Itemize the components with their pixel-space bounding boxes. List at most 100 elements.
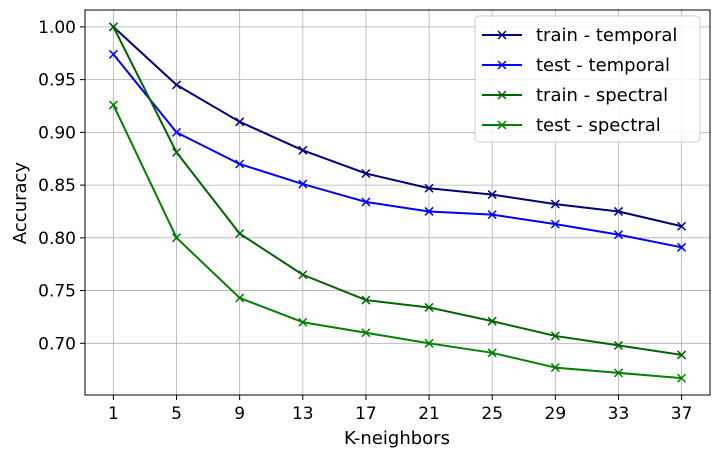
data-point bbox=[172, 80, 182, 90]
marker-stroke bbox=[361, 295, 371, 305]
x-tick-label: 37 bbox=[671, 404, 693, 424]
marker-stroke bbox=[613, 340, 623, 350]
marker-stroke bbox=[298, 145, 308, 155]
legend-marker bbox=[497, 60, 507, 70]
marker-stroke bbox=[235, 159, 245, 169]
marker-stroke bbox=[172, 80, 182, 90]
y-tick-label: 0.95 bbox=[38, 71, 76, 91]
x-axis-title: K-neighbors bbox=[344, 428, 450, 449]
data-point bbox=[424, 183, 434, 193]
y-tick-label: 0.85 bbox=[38, 176, 76, 196]
marker-stroke bbox=[298, 317, 308, 327]
data-point bbox=[108, 100, 118, 110]
tick-layer: 1 5 9 13 17 21 25 29 33 37 0.70 0.75 0.80 0.85 0.90 0.9… bbox=[38, 18, 692, 424]
marker-stroke bbox=[487, 210, 497, 220]
marker-stroke bbox=[677, 242, 687, 252]
series-layer bbox=[108, 22, 687, 383]
y-tick-label: 0.75 bbox=[38, 282, 76, 302]
marker-stroke bbox=[172, 147, 182, 157]
data-point bbox=[361, 295, 371, 305]
data-point bbox=[550, 219, 560, 229]
marker-stroke bbox=[172, 233, 182, 243]
data-point bbox=[677, 350, 687, 360]
marker-stroke bbox=[487, 316, 497, 326]
marker-stroke bbox=[677, 221, 687, 231]
data-point bbox=[550, 331, 560, 341]
data-point bbox=[172, 233, 182, 243]
legend-label: test - spectral bbox=[536, 115, 661, 136]
x-tick-label: 33 bbox=[608, 404, 630, 424]
data-point bbox=[677, 373, 687, 383]
legend-entry: train - temporal bbox=[482, 25, 677, 46]
marker-stroke bbox=[361, 328, 371, 338]
marker-stroke bbox=[677, 350, 687, 360]
marker-stroke bbox=[235, 293, 245, 303]
data-point bbox=[487, 190, 497, 200]
plot-frame bbox=[84, 9, 711, 396]
marker-stroke bbox=[497, 90, 507, 100]
legend-marker bbox=[497, 30, 507, 40]
x-tick-label: 29 bbox=[545, 404, 567, 424]
data-point bbox=[235, 229, 245, 239]
marker-stroke bbox=[613, 230, 623, 240]
data-point bbox=[235, 159, 245, 169]
series-3 bbox=[108, 22, 687, 360]
marker-stroke bbox=[298, 179, 308, 189]
marker-stroke bbox=[235, 117, 245, 127]
marker-stroke bbox=[424, 206, 434, 216]
legend-label: test - temporal bbox=[536, 55, 670, 76]
series-4 bbox=[108, 100, 687, 383]
legend-box bbox=[474, 15, 701, 143]
data-point bbox=[613, 340, 623, 350]
data-point bbox=[235, 293, 245, 303]
marker-stroke bbox=[677, 373, 687, 383]
data-point bbox=[235, 117, 245, 127]
data-point bbox=[298, 145, 308, 155]
data-point bbox=[677, 242, 687, 252]
data-point bbox=[108, 49, 118, 59]
marker-stroke bbox=[550, 219, 560, 229]
grid-layer bbox=[85, 10, 710, 395]
data-point bbox=[361, 168, 371, 179]
marker-stroke bbox=[497, 30, 507, 40]
marker-stroke bbox=[613, 368, 623, 378]
data-point bbox=[424, 206, 434, 216]
marker-stroke bbox=[172, 127, 182, 137]
series-2 bbox=[108, 49, 687, 252]
legend-label: train - spectral bbox=[536, 85, 668, 106]
x-tick-label: 1 bbox=[108, 404, 119, 424]
series-line bbox=[112, 104, 682, 380]
y-axis-title: Accuracy bbox=[10, 162, 31, 245]
marker-stroke bbox=[108, 22, 118, 32]
x-tick-label: 17 bbox=[355, 404, 377, 424]
marker-stroke bbox=[361, 168, 371, 179]
marker-stroke bbox=[487, 348, 497, 358]
marker-stroke bbox=[497, 120, 507, 130]
legend-marker bbox=[497, 120, 507, 130]
x-tick-label: 25 bbox=[481, 404, 503, 424]
data-point bbox=[613, 368, 623, 378]
x-tick-label: 9 bbox=[234, 404, 245, 424]
data-point bbox=[487, 348, 497, 358]
data-point bbox=[298, 317, 308, 327]
data-point bbox=[298, 270, 308, 280]
data-point bbox=[424, 338, 434, 348]
marker-stroke bbox=[424, 302, 434, 312]
series-line bbox=[112, 26, 682, 228]
legend-marker bbox=[497, 90, 507, 100]
data-point bbox=[361, 197, 371, 207]
marker-stroke bbox=[424, 183, 434, 193]
x-tick-label: 13 bbox=[292, 404, 314, 424]
data-point bbox=[613, 230, 623, 240]
y-tick-label: 0.80 bbox=[38, 229, 76, 249]
y-tick-label: 0.70 bbox=[38, 334, 76, 354]
x-tick-label: 5 bbox=[171, 404, 182, 424]
data-point bbox=[361, 328, 371, 338]
series-line bbox=[112, 53, 682, 249]
marker-stroke bbox=[497, 60, 507, 70]
legend: train - temporal test - temporal train - s… bbox=[474, 15, 701, 143]
x-tick-label: 21 bbox=[418, 404, 440, 424]
y-tick-label: 0.90 bbox=[38, 123, 76, 143]
data-point bbox=[298, 179, 308, 189]
data-point bbox=[550, 199, 560, 209]
